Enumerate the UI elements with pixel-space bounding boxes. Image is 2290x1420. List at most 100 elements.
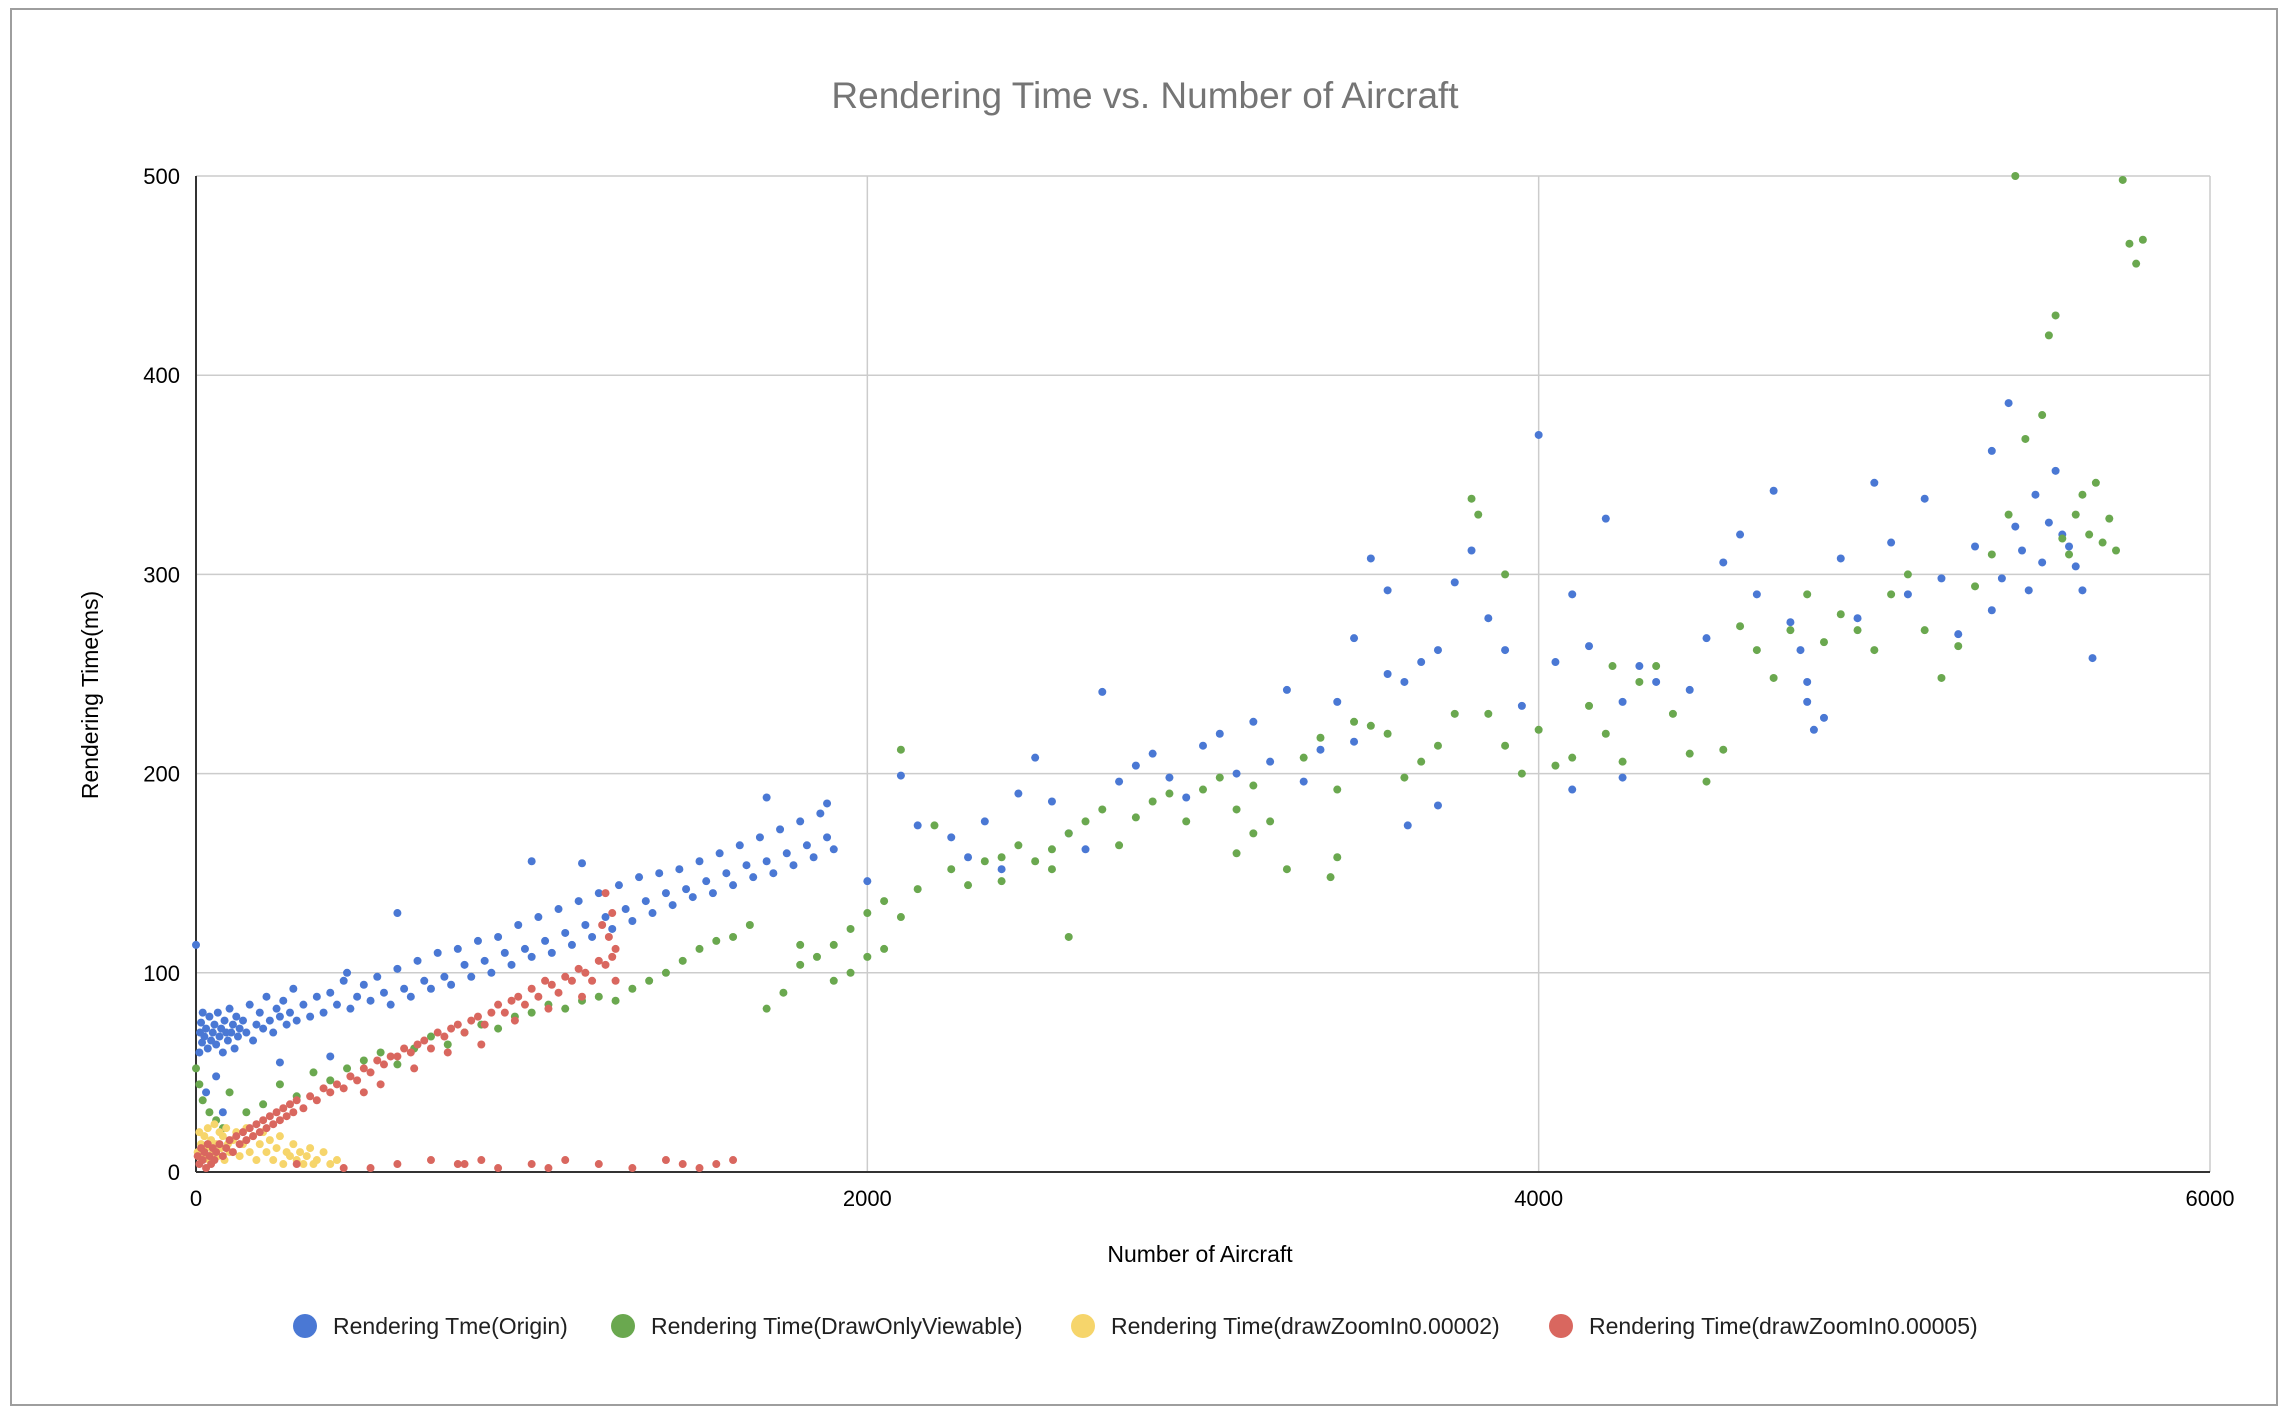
data-point [578, 859, 587, 868]
data-point [379, 988, 388, 997]
legend-item: Rendering Time(DrawOnlyViewable) [611, 1313, 1023, 1339]
data-point [661, 1156, 670, 1165]
data-point [262, 1148, 271, 1157]
data-point [255, 1008, 264, 1017]
data-point [279, 1104, 288, 1113]
data-point [729, 881, 738, 890]
data-point [964, 881, 973, 890]
data-point [487, 1008, 496, 1017]
data-point [259, 1100, 268, 1109]
data-point [400, 1044, 409, 1053]
data-point [594, 956, 603, 965]
data-point [400, 984, 409, 993]
data-point [510, 1016, 519, 1025]
data-point [1484, 709, 1493, 718]
data-point [829, 845, 838, 854]
data-point [1115, 841, 1124, 850]
data-point [210, 1156, 219, 1165]
data-point [913, 821, 922, 830]
data-point [2098, 538, 2107, 547]
legend-marker [1071, 1314, 1095, 1338]
data-point [285, 1008, 294, 1017]
data-point [232, 1132, 241, 1141]
grid-lines [195, 175, 2211, 1173]
data-point [433, 948, 442, 957]
data-point [695, 944, 704, 953]
data-point [1853, 614, 1862, 623]
data-point [2011, 522, 2020, 531]
y-tick-label: 200 [143, 762, 180, 787]
data-point [829, 976, 838, 985]
data-point [228, 1148, 237, 1157]
data-point [262, 1124, 271, 1133]
data-point [2132, 259, 2141, 268]
data-point [1232, 769, 1241, 778]
data-point [2118, 175, 2127, 184]
data-point [1551, 761, 1560, 770]
data-point [1182, 817, 1191, 826]
data-point [1098, 687, 1107, 696]
data-point [574, 964, 583, 973]
data-point [289, 1140, 298, 1149]
data-point [1635, 662, 1644, 671]
data-point [1769, 673, 1778, 682]
data-point [215, 1032, 224, 1041]
data-point [1433, 646, 1442, 655]
data-point [2051, 311, 2060, 320]
data-point [440, 1032, 449, 1041]
data-point [2085, 530, 2094, 539]
data-point [480, 1020, 489, 1029]
chart-title: Rendering Time vs. Number of Aircraft [831, 75, 1459, 116]
data-point [426, 984, 435, 993]
data-point [1786, 626, 1795, 635]
data-point [232, 1012, 241, 1021]
data-point [420, 1036, 429, 1045]
data-point [477, 1040, 486, 1049]
data-point [1316, 745, 1325, 754]
data-point [312, 1096, 321, 1105]
data-point [2078, 586, 2087, 595]
data-point [326, 1088, 335, 1097]
data-point [1249, 829, 1258, 838]
data-points [192, 172, 2147, 1173]
data-point [2051, 466, 2060, 475]
data-point [494, 1000, 503, 1009]
x-tick-label: 4000 [1514, 1186, 1563, 1211]
data-point [302, 1152, 311, 1161]
data-point [1501, 741, 1510, 750]
data-point [1266, 757, 1275, 766]
data-point [218, 1152, 227, 1161]
data-point [339, 1084, 348, 1093]
data-point [332, 1156, 341, 1165]
data-point [359, 1088, 368, 1097]
data-point [373, 1056, 382, 1065]
data-point [675, 865, 684, 874]
data-point [265, 1016, 274, 1025]
data-point [359, 1056, 368, 1065]
data-point [1652, 662, 1661, 671]
data-point [574, 897, 583, 906]
data-point [1433, 801, 1442, 810]
data-point [534, 913, 543, 922]
data-point [299, 1000, 308, 1009]
x-tick-label: 6000 [2186, 1186, 2235, 1211]
data-point [212, 1072, 221, 1081]
data-point [712, 936, 721, 945]
data-point [443, 1040, 452, 1049]
data-point [205, 1108, 214, 1117]
data-point [1199, 785, 1207, 794]
data-point [507, 960, 516, 969]
data-point [259, 1116, 268, 1125]
data-point [823, 799, 832, 808]
data-point [708, 889, 717, 898]
data-point [896, 745, 905, 754]
data-point [2078, 490, 2087, 499]
data-point [213, 1008, 222, 1017]
data-point [547, 980, 556, 989]
data-point [1282, 865, 1291, 874]
data-point [1903, 590, 1912, 599]
data-point [695, 857, 704, 866]
data-point [1249, 717, 1258, 726]
data-point [762, 793, 771, 802]
data-point [282, 1020, 291, 1029]
